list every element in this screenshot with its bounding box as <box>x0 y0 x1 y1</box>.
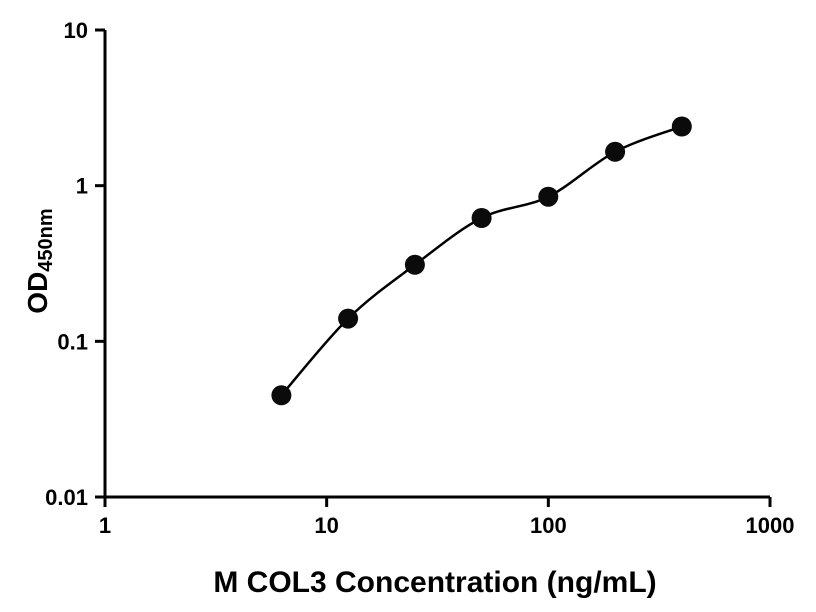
data-point <box>271 385 292 406</box>
x-tick-label: 1 <box>99 513 111 538</box>
y-axis-label: OD450nm <box>17 151 59 371</box>
data-point <box>338 308 359 329</box>
y-tick-label: 0.01 <box>45 485 88 510</box>
x-tick-label: 10 <box>314 513 338 538</box>
y-tick-label: 1 <box>76 174 88 199</box>
data-point <box>671 116 692 137</box>
data-point <box>538 186 559 207</box>
y-tick-label: 0.1 <box>57 329 88 354</box>
x-tick-label: 100 <box>530 513 567 538</box>
x-axis-label: M COL3 Concentration (ng/mL) <box>213 566 657 599</box>
fit-curve <box>280 125 683 397</box>
y-axis-label-main: OD <box>22 271 53 314</box>
data-point <box>404 254 425 275</box>
x-tick-label: 1000 <box>746 513 795 538</box>
data-point <box>605 141 626 162</box>
data-point <box>471 208 492 228</box>
y-axis-label-subscript: 450nm <box>35 208 57 272</box>
y-tick-label: 10 <box>64 18 88 43</box>
